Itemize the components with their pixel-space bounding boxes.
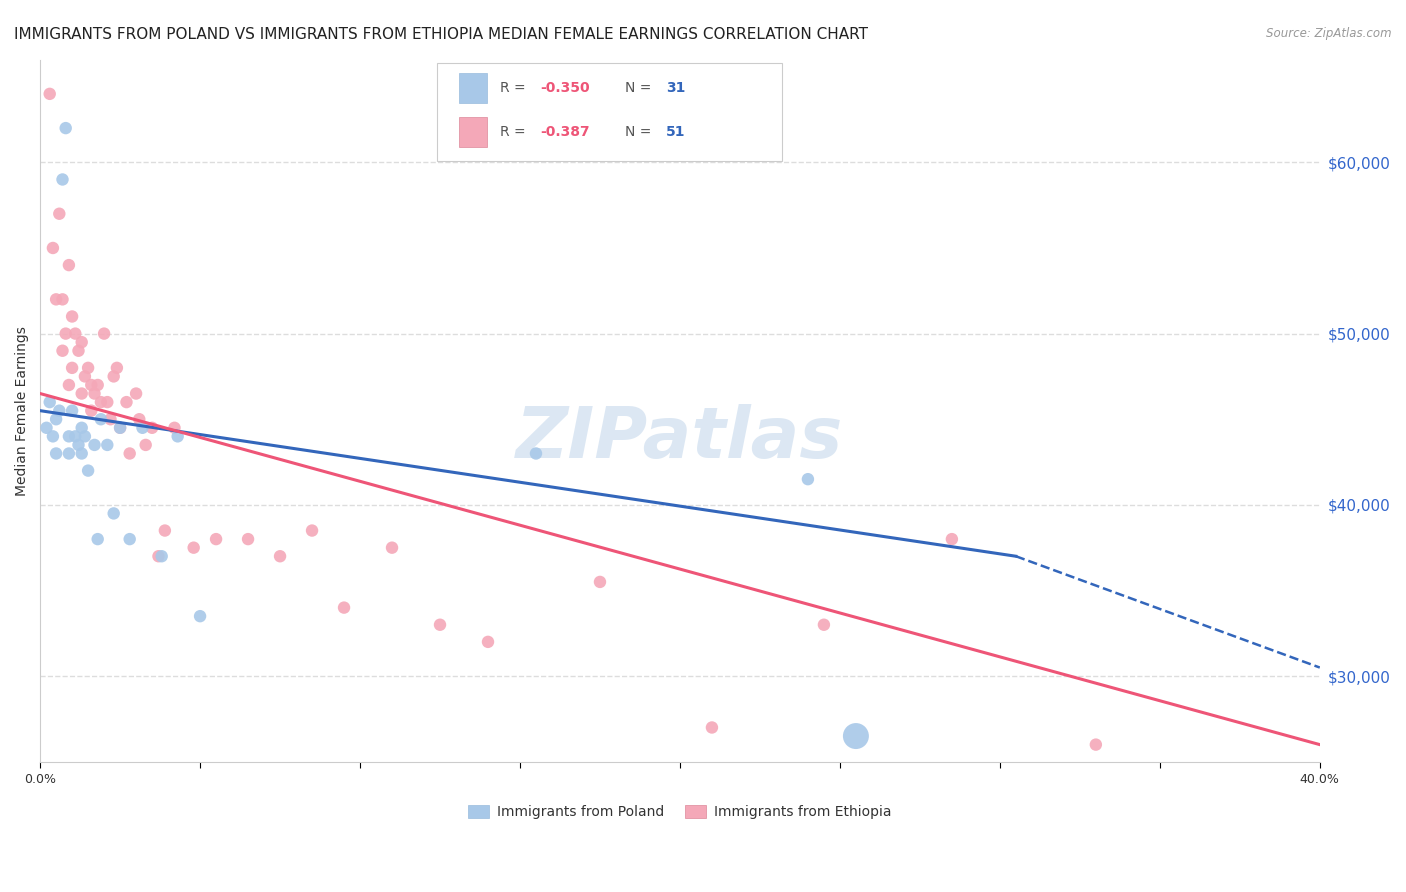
Point [38, 395, 60, 409]
Point [135, 438, 157, 452]
Point [108, 421, 131, 435]
Point [188, 609, 211, 624]
Point [93, 326, 115, 341]
Point [236, 532, 259, 546]
Text: -0.387: -0.387 [540, 125, 591, 139]
Point [42, 241, 65, 255]
Text: N =: N = [624, 125, 655, 139]
Point [35, 421, 58, 435]
Point [65, 429, 87, 443]
Point [77, 360, 100, 375]
Point [148, 549, 170, 564]
Point [65, 326, 87, 341]
FancyBboxPatch shape [458, 117, 486, 146]
Point [103, 369, 125, 384]
Text: Source: ZipAtlas.com: Source: ZipAtlas.com [1267, 27, 1392, 40]
Point [96, 438, 118, 452]
Point [55, 121, 77, 136]
Point [269, 549, 291, 564]
Point [60, 403, 83, 417]
Point [477, 635, 499, 649]
Point [96, 395, 118, 409]
Text: IMMIGRANTS FROM POLAND VS IMMIGRANTS FROM ETHIOPIA MEDIAN FEMALE EARNINGS CORREL: IMMIGRANTS FROM POLAND VS IMMIGRANTS FRO… [14, 27, 868, 42]
Point [67, 438, 90, 452]
Point [86, 532, 108, 546]
Point [118, 532, 141, 546]
Point [45, 412, 67, 426]
FancyBboxPatch shape [458, 73, 486, 103]
Point [83, 438, 105, 452]
Point [205, 532, 228, 546]
Point [80, 403, 103, 417]
Text: 51: 51 [666, 125, 685, 139]
Point [429, 617, 451, 632]
Point [163, 421, 186, 435]
Point [42, 429, 65, 443]
Point [150, 549, 173, 564]
Point [58, 378, 80, 392]
Point [58, 429, 80, 443]
Point [90, 395, 112, 409]
Point [73, 369, 96, 384]
Point [115, 395, 138, 409]
Point [333, 600, 356, 615]
Point [51, 293, 73, 307]
Point [141, 421, 163, 435]
Point [45, 293, 67, 307]
Point [153, 524, 176, 538]
Point [67, 343, 90, 358]
FancyBboxPatch shape [437, 63, 782, 161]
Point [70, 446, 93, 460]
Point [941, 532, 963, 546]
Point [70, 335, 93, 350]
Point [70, 421, 93, 435]
Point [45, 446, 67, 460]
Point [118, 446, 141, 460]
Point [105, 360, 128, 375]
Text: R =: R = [499, 81, 530, 95]
Point [90, 412, 112, 426]
Point [131, 421, 153, 435]
Point [58, 258, 80, 272]
Point [83, 386, 105, 401]
Point [301, 524, 323, 538]
Point [845, 729, 868, 743]
Point [797, 472, 820, 486]
Point [166, 429, 188, 443]
Point [51, 172, 73, 186]
Point [48, 207, 70, 221]
Point [128, 412, 150, 426]
Point [77, 464, 100, 478]
Point [524, 446, 547, 460]
Point [381, 541, 404, 555]
Point [1084, 738, 1107, 752]
Point [103, 507, 125, 521]
Point [108, 421, 131, 435]
Point [55, 326, 77, 341]
Point [813, 617, 835, 632]
Point [51, 343, 73, 358]
Y-axis label: Median Female Earnings: Median Female Earnings [15, 326, 30, 496]
Point [80, 378, 103, 392]
Point [100, 412, 122, 426]
Point [58, 446, 80, 460]
Text: ZIPatlas: ZIPatlas [516, 404, 844, 474]
Point [125, 386, 148, 401]
Point [38, 87, 60, 101]
Point [48, 403, 70, 417]
Point [700, 721, 723, 735]
Text: N =: N = [624, 81, 655, 95]
Point [73, 429, 96, 443]
Text: -0.350: -0.350 [540, 81, 591, 95]
Point [183, 541, 205, 555]
Point [589, 574, 612, 589]
Legend: Immigrants from Poland, Immigrants from Ethiopia: Immigrants from Poland, Immigrants from … [463, 800, 897, 825]
Point [70, 386, 93, 401]
Text: 31: 31 [666, 81, 685, 95]
Point [60, 360, 83, 375]
Point [60, 310, 83, 324]
Point [86, 378, 108, 392]
Text: R =: R = [499, 125, 530, 139]
